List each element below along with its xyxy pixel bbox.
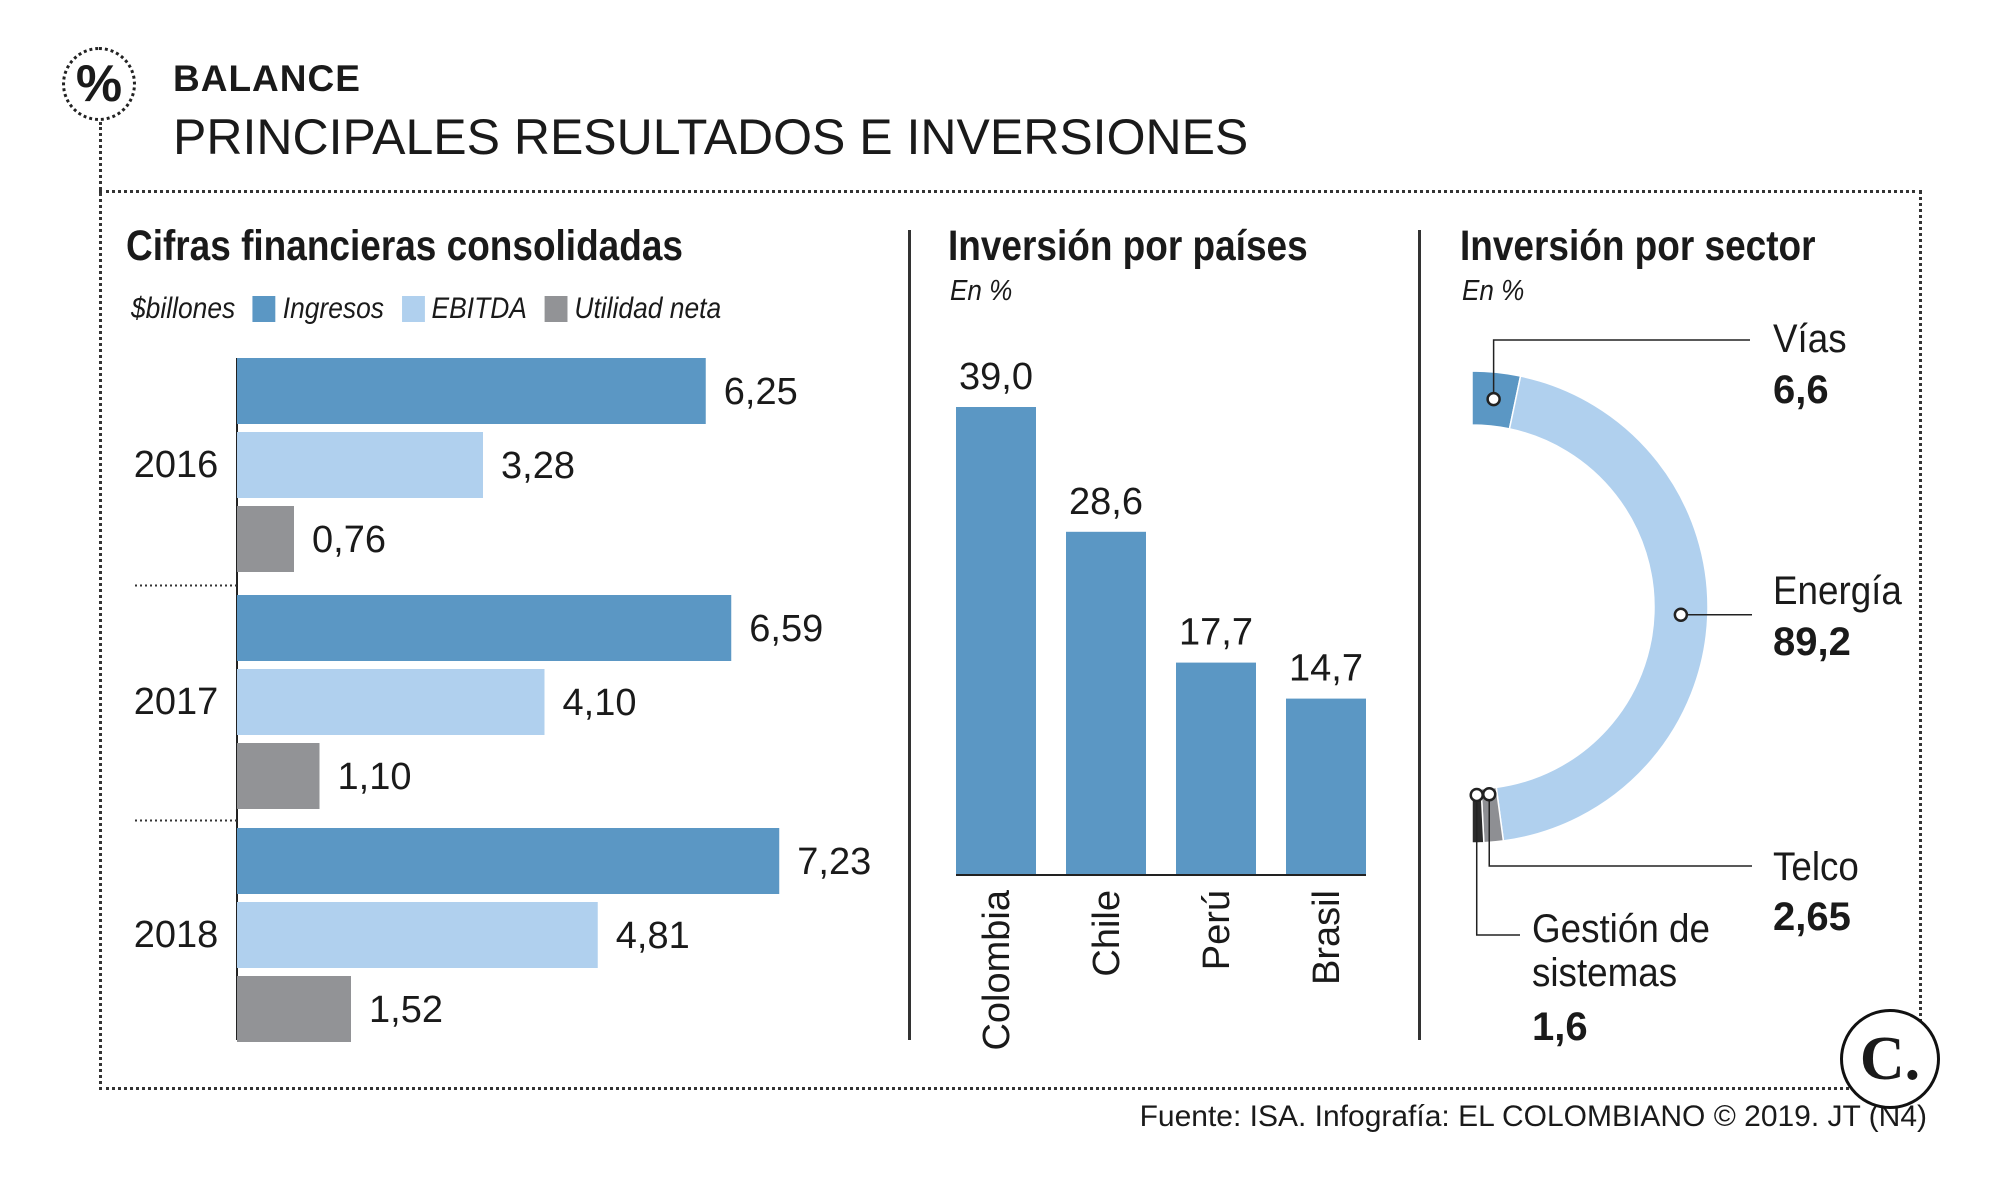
slice-marker <box>1469 787 1484 803</box>
legend-item-ingresos: Ingresos <box>252 292 384 326</box>
percent-icon: % <box>62 47 136 121</box>
slice-name-label: Telco <box>1773 845 1859 890</box>
panel-divider <box>908 230 911 1040</box>
bar-ebitda <box>237 669 545 735</box>
bar-value-label: 28,6 <box>1069 481 1143 523</box>
legend-swatch-utilidad <box>544 296 568 322</box>
slice-marker <box>1673 607 1689 622</box>
country-label: Brasil <box>1306 890 1348 985</box>
slice-name-label: Gestión de <box>1532 907 1710 952</box>
bar-value-label: 7,23 <box>797 841 871 883</box>
donut-slice <box>1495 375 1709 842</box>
panel-divider <box>1418 230 1421 1040</box>
leader-line <box>1492 339 1750 400</box>
frame-connector <box>99 122 102 1090</box>
page-title: PRINCIPALES RESULTADOS E INVERSIONES <box>173 109 1249 165</box>
bar-value-label: 39,0 <box>959 356 1033 398</box>
bar-value-label: 6,25 <box>724 371 798 413</box>
legend-label-ebitda: EBITDA <box>431 292 527 325</box>
chart-legend: $billones Ingresos EBITDA Utilidad neta <box>131 292 721 326</box>
slice-marker <box>1486 391 1501 407</box>
bar-value-label: 1,52 <box>369 989 443 1031</box>
slice-name-label: Vías <box>1773 317 1847 362</box>
bar-ingresos <box>237 595 732 661</box>
bar-value-label: 17,7 <box>1179 612 1253 654</box>
bar-country <box>1176 662 1256 875</box>
bar-value-label: 6,59 <box>749 608 823 650</box>
slice-value-label: 1,6 <box>1532 1005 1588 1049</box>
bar-utilidad-neta <box>237 743 320 809</box>
country-label: Perú <box>1196 890 1238 970</box>
bar-ingresos <box>237 828 780 894</box>
slice-value-label: 89,2 <box>1773 620 1851 664</box>
legend-unit: $billones <box>131 292 236 325</box>
el-colombiano-logo: C. <box>1840 1009 1940 1109</box>
slice-name-label: Energía <box>1773 569 1902 614</box>
bar-utilidad-neta <box>237 506 294 572</box>
slice-name-label: sistemas <box>1532 951 1677 996</box>
legend-item-utilidad: Utilidad neta <box>544 292 721 326</box>
bar-country <box>1286 698 1366 875</box>
legend-item-ebitda: EBITDA <box>401 292 527 326</box>
bar-value-label: 14,7 <box>1289 648 1363 690</box>
bar-value-label: 3,28 <box>501 445 575 487</box>
bar-value-label: 1,10 <box>338 756 412 798</box>
country-label: Chile <box>1086 890 1128 977</box>
countries-panel-subtitle: En % <box>950 275 1013 307</box>
bar-value-label: 0,76 <box>312 519 386 561</box>
bar-value-label: 4,10 <box>563 682 637 724</box>
bar-utilidad-neta <box>237 976 351 1042</box>
bar-value-label: 4,81 <box>616 915 690 957</box>
slice-marker <box>1481 786 1497 802</box>
source-credit: Fuente: ISA. Infografía: EL COLOMBIANO ©… <box>1139 1100 1927 1133</box>
legend-swatch-ebitda <box>401 296 425 322</box>
bar-country <box>956 407 1036 875</box>
year-label: 2018 <box>134 914 219 956</box>
financial-panel-title: Cifras financieras consolidadas <box>126 222 683 270</box>
legend-label-utilidad: Utilidad neta <box>574 292 722 325</box>
bar-ingresos <box>237 358 706 424</box>
year-label: 2017 <box>134 681 219 723</box>
section-kicker: BALANCE <box>173 58 361 99</box>
sector-panel-title: Inversión por sector <box>1460 222 1816 270</box>
leader-line <box>1488 794 1752 867</box>
legend-label-ingresos: Ingresos <box>282 292 384 325</box>
countries-panel-title: Inversión por países <box>948 222 1308 270</box>
bar-country <box>1066 531 1146 875</box>
legend-swatch-ingresos <box>252 296 276 322</box>
leader-line <box>1475 794 1520 936</box>
slice-value-label: 6,6 <box>1773 368 1829 412</box>
bar-ebitda <box>237 432 483 498</box>
sector-panel-subtitle: En % <box>1462 275 1525 307</box>
chart-frame <box>99 190 1922 1090</box>
country-label: Colombia <box>976 889 1018 1050</box>
year-label: 2016 <box>134 444 219 486</box>
slice-value-label: 2,65 <box>1773 895 1851 939</box>
bar-ebitda <box>237 902 598 968</box>
